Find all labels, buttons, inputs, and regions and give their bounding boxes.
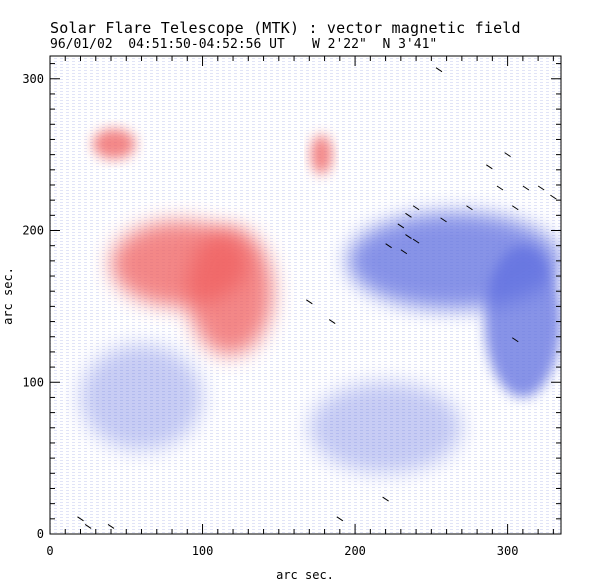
field-region-negative-5: [484, 245, 561, 398]
vector-mark: [405, 234, 412, 239]
y-tick-label: 100: [22, 375, 44, 389]
vector-mark: [486, 164, 493, 170]
x-tick-label: 0: [46, 544, 53, 558]
vector-mark: [522, 185, 530, 191]
vector-mark: [385, 243, 392, 249]
vector-mark: [397, 223, 405, 229]
y-tick-label: 200: [22, 224, 44, 238]
field-region-positive-3: [310, 134, 333, 175]
vector-mark: [511, 205, 519, 211]
field-region-positive-2: [92, 128, 136, 160]
y-tick-label: 0: [37, 527, 44, 541]
vector-mark: [400, 249, 408, 255]
vector-mark: [336, 516, 344, 522]
vector-mark: [306, 299, 313, 305]
vector-mark: [440, 217, 447, 223]
x-tick-label: 300: [497, 544, 519, 558]
transverse-vectors: [77, 67, 557, 529]
field-region-negative-7: [309, 382, 462, 474]
field-region-negative-6: [80, 344, 203, 451]
x-tick-label: 100: [192, 544, 214, 558]
y-axis-label: arc sec.: [1, 267, 15, 325]
vector-mark: [412, 205, 420, 211]
vector-mark: [466, 205, 473, 211]
y-tick-label: 300: [22, 72, 44, 86]
vector-mark: [496, 185, 504, 191]
vector-mark: [107, 523, 115, 529]
vector-mark: [537, 185, 545, 191]
plot-frame: [49, 55, 562, 535]
heliographic-position: W 2'22" N 3'41": [312, 37, 438, 52]
vector-mark: [405, 212, 412, 218]
field-regions: [80, 128, 561, 474]
vector-mark: [435, 67, 443, 73]
field-region-positive-1: [187, 227, 273, 355]
vector-mark: [382, 496, 389, 502]
vector-mark: [84, 523, 92, 529]
x-tick-label: 200: [344, 544, 366, 558]
vector-mark: [328, 319, 336, 324]
chart-title: Solar Flare Telescope (MTK) : vector mag…: [50, 19, 521, 37]
axes: 0 100 200 300 0 100 200 300: [22, 56, 561, 558]
vector-mark: [511, 337, 519, 343]
x-axis-label: arc sec.: [276, 568, 334, 582]
plot-area: [50, 56, 561, 534]
vector-mark: [504, 152, 511, 158]
observation-datetime: 96/01/02 04:51:50-04:52:56 UT: [50, 37, 285, 52]
vector-mark: [550, 194, 557, 200]
vector-mark: [77, 516, 84, 522]
vector-mark: [412, 238, 420, 244]
